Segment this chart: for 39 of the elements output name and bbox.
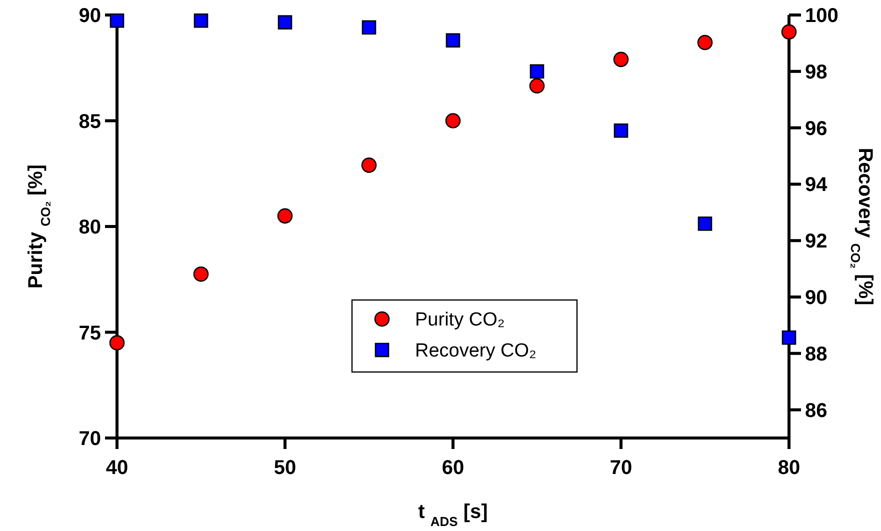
y2-tick-label: 86 bbox=[805, 400, 828, 422]
x-tick-label: 60 bbox=[442, 457, 464, 479]
y2-tick-label: 98 bbox=[805, 61, 828, 84]
point bbox=[782, 330, 796, 345]
point bbox=[781, 24, 797, 40]
y-tick-label: 80 bbox=[78, 216, 101, 238]
point bbox=[529, 78, 545, 94]
point bbox=[193, 266, 209, 282]
x-tick-label: 70 bbox=[610, 457, 632, 479]
point bbox=[445, 113, 461, 128]
point bbox=[362, 20, 376, 35]
y2-tick-label: 92 bbox=[805, 230, 828, 253]
x-tick-label: 80 bbox=[778, 457, 800, 479]
point bbox=[613, 52, 629, 68]
y2-tick-label: 100 bbox=[805, 5, 838, 27]
point bbox=[277, 208, 293, 224]
point bbox=[278, 15, 292, 30]
point bbox=[697, 34, 713, 50]
x-axis-title: t $_{ADS}$ [s] bbox=[418, 501, 488, 528]
y2-tick-label: 94 bbox=[805, 174, 828, 196]
y-tick-label: 85 bbox=[78, 110, 101, 133]
x-tick-label: 50 bbox=[274, 457, 296, 479]
y-tick-label: 90 bbox=[78, 5, 101, 27]
point bbox=[194, 13, 208, 28]
x-tick-label: 40 bbox=[106, 457, 128, 479]
y2-tick-label: 90 bbox=[805, 287, 828, 309]
y2-tick-label: 96 bbox=[805, 118, 828, 140]
y2-tick-label: 88 bbox=[805, 343, 828, 366]
y-tick-label: 70 bbox=[78, 428, 101, 450]
legend-label: Purity CO₂ bbox=[415, 310, 505, 331]
y-tick-label: 75 bbox=[78, 322, 101, 344]
point bbox=[109, 335, 125, 350]
point bbox=[446, 33, 460, 48]
legend-label: Recovery CO₂ bbox=[415, 340, 536, 362]
point bbox=[698, 216, 712, 231]
point bbox=[614, 123, 628, 138]
point bbox=[110, 13, 124, 28]
point bbox=[530, 64, 544, 79]
point bbox=[361, 158, 377, 173]
